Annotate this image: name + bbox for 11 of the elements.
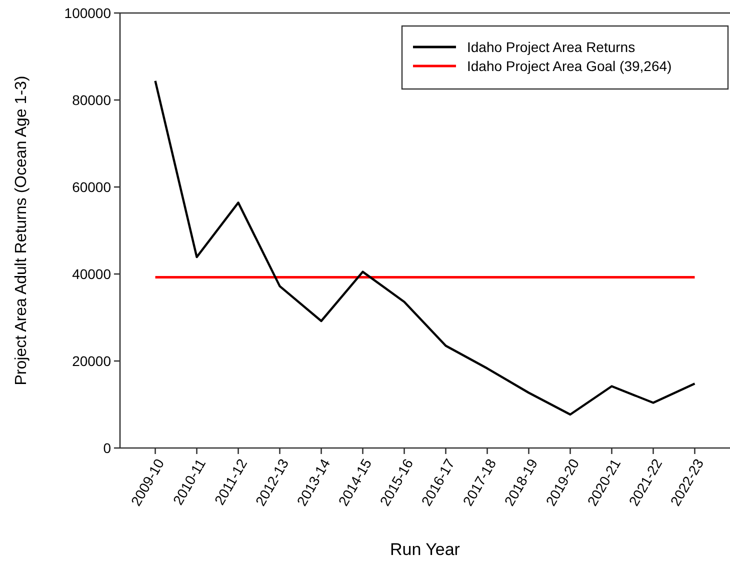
legend-label: Idaho Project Area Goal (39,264) <box>467 58 672 74</box>
y-tick-label: 0 <box>103 440 112 456</box>
y-tick-label: 100000 <box>64 4 112 21</box>
line-series <box>154 80 696 416</box>
legend-label: Idaho Project Area Returns <box>467 38 636 55</box>
y-tick-label: 80000 <box>72 92 112 108</box>
y-axis-title: Project Area Adult Returns (Ocean Age 1-3) <box>13 76 30 386</box>
y-tick-label: 20000 <box>72 352 112 369</box>
y-tick-label: 60000 <box>72 178 112 195</box>
y-tick-label: 40000 <box>72 266 112 282</box>
x-axis-title: Run Year <box>390 540 460 559</box>
